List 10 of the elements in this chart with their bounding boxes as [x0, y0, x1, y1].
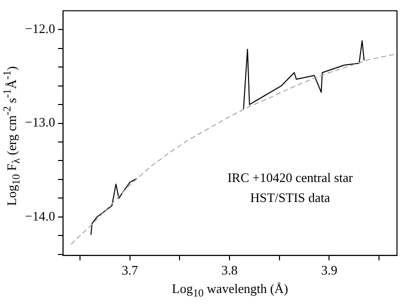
- y-tick-label: −13.0: [24, 114, 56, 130]
- annotation: IRC +10420 central star: [227, 170, 354, 186]
- y-tick-label: −14.0: [24, 208, 56, 224]
- x-axis-title: Log$_{10}$ wavelength (Å): [170, 281, 290, 300]
- x-tick-label: 3.8: [221, 262, 238, 278]
- annotation: HST/STIS data: [250, 190, 330, 206]
- x-tick-label: 3.7: [122, 262, 138, 278]
- y-tick-label: −12.0: [24, 20, 56, 36]
- x-tick-label: 3.9: [321, 262, 338, 278]
- line-series: [70, 53, 397, 245]
